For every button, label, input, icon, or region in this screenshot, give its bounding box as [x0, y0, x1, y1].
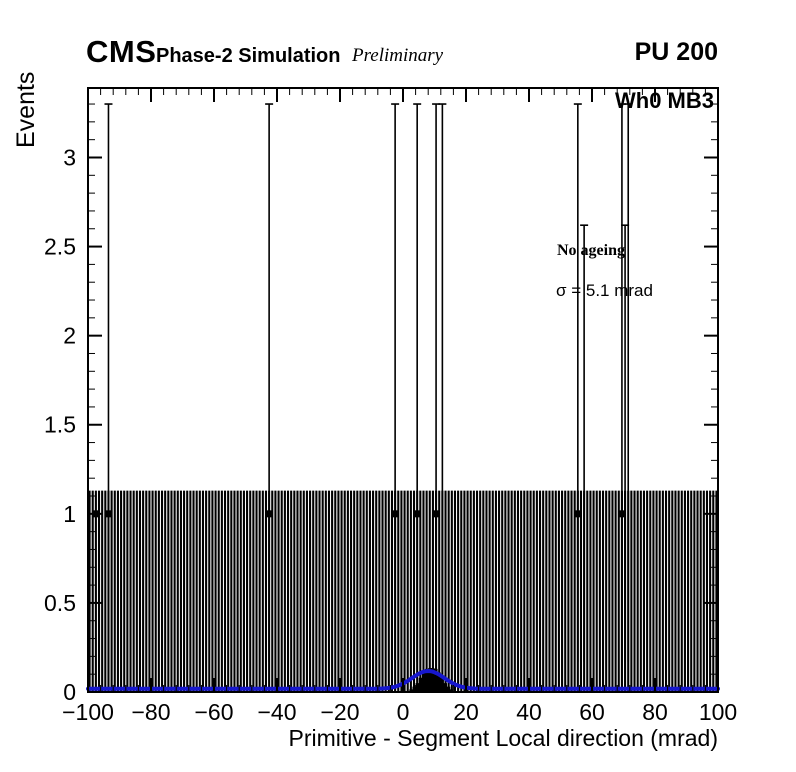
- pileup-label: PU 200: [634, 38, 718, 66]
- y-axis-title: Events: [12, 71, 40, 148]
- signal-peak: [409, 667, 454, 692]
- y-tick-labels: 0 0.5 1 1.5 2 2.5 3: [44, 144, 76, 705]
- svg-text:1.5: 1.5: [44, 412, 76, 438]
- chamber-label: Wh0 MB3: [615, 88, 714, 113]
- x-tick-labels: −100 −80 −60 −40 −20 0 20 40 60 80 100: [62, 699, 737, 725]
- sigma-value-label: σ = 5.1 mrad: [556, 281, 653, 300]
- svg-text:0: 0: [63, 679, 76, 705]
- phase2-simulation-label: Phase-2 Simulation: [156, 45, 341, 67]
- svg-text:20: 20: [453, 699, 479, 725]
- svg-text:−60: −60: [194, 699, 233, 725]
- ageing-scenario-label: No ageing: [557, 242, 625, 259]
- preliminary-label: Preliminary: [352, 45, 444, 66]
- svg-text:3: 3: [63, 144, 76, 170]
- svg-text:−20: −20: [320, 699, 359, 725]
- svg-text:1: 1: [63, 501, 76, 527]
- svg-text:100: 100: [699, 699, 737, 725]
- svg-text:−40: −40: [257, 699, 296, 725]
- svg-text:2.5: 2.5: [44, 234, 76, 260]
- x-axis-title: Primitive - Segment Local direction (mra…: [288, 725, 718, 751]
- histogram-band: [88, 490, 718, 692]
- svg-text:80: 80: [642, 699, 668, 725]
- axis-minor-ticks: [88, 88, 718, 692]
- svg-text:60: 60: [579, 699, 605, 725]
- svg-text:0: 0: [397, 699, 410, 725]
- svg-text:−80: −80: [131, 699, 170, 725]
- svg-text:40: 40: [516, 699, 542, 725]
- cms-logo-text: CMS: [86, 34, 157, 69]
- axis-ticks: [87, 88, 719, 693]
- svg-text:−100: −100: [62, 699, 114, 725]
- error-bars: [92, 103, 633, 662]
- svg-text:0.5: 0.5: [44, 590, 76, 616]
- svg-text:2: 2: [63, 323, 76, 349]
